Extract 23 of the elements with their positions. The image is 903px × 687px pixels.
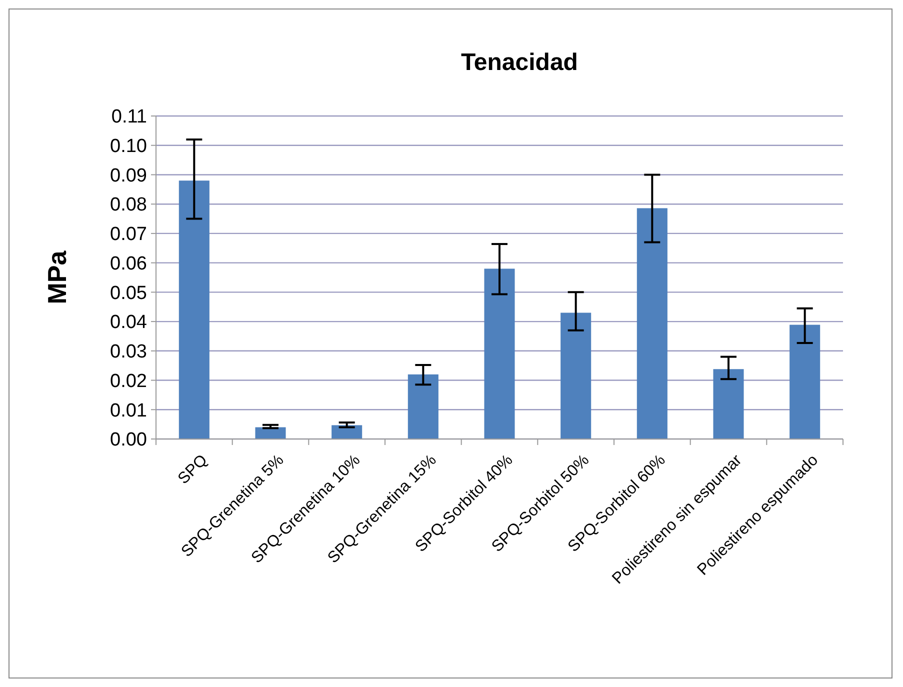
y-tick-label: 0.09 <box>110 165 147 186</box>
bar <box>255 427 286 439</box>
y-tick-label: 0.06 <box>110 253 147 274</box>
chart-title: Tenacidad <box>461 49 578 76</box>
y-tick-label: 0.04 <box>110 312 148 334</box>
bar <box>713 369 744 439</box>
bar <box>408 374 438 439</box>
y-tick-label: 0.11 <box>111 106 147 128</box>
y-axis-title: MPa <box>42 250 72 304</box>
bar <box>178 180 210 439</box>
y-tick-label: 0.08 <box>110 194 147 216</box>
bar <box>790 324 820 439</box>
bar <box>560 312 592 439</box>
y-tick-label: 0.00 <box>110 430 147 451</box>
y-tick-label: 0.01 <box>110 400 147 422</box>
y-tick-label: 0.03 <box>110 342 147 363</box>
y-tick-label: 0.10 <box>110 136 147 158</box>
bar <box>636 208 668 439</box>
bar <box>484 268 515 439</box>
y-tick-label: 0.05 <box>110 282 147 304</box>
bar <box>332 425 362 439</box>
y-tick-label: 0.07 <box>110 224 147 246</box>
y-tick-label: 0.02 <box>110 370 147 392</box>
